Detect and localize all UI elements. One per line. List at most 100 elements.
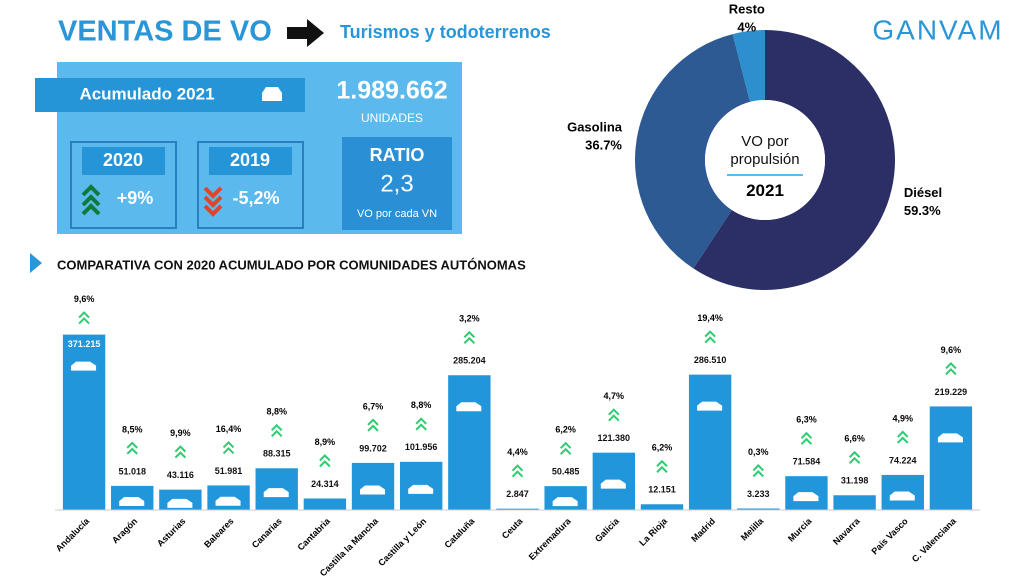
donut-hole <box>705 100 825 220</box>
car-icon <box>360 485 386 495</box>
kpi-total: 1.989.662 <box>336 77 447 105</box>
change-label: 9,9% <box>170 428 191 438</box>
donut-divider <box>727 174 803 176</box>
value-label: 71.584 <box>793 457 821 467</box>
change-label: 9,6% <box>74 294 95 304</box>
x-tick-label: Castilla y León <box>376 516 428 568</box>
change-label: 9,6% <box>941 345 962 355</box>
year-label: 2020 <box>103 150 143 170</box>
up-chevrons <box>752 464 764 478</box>
change-label: 19,4% <box>697 313 723 323</box>
car-icon <box>408 484 434 494</box>
car-icon <box>263 488 289 498</box>
year-tag <box>82 147 165 175</box>
x-tick-label: C. Valenciana <box>910 515 959 564</box>
slice-label: Diésel <box>904 185 942 200</box>
up-chevrons <box>78 311 90 325</box>
year-box <box>197 141 304 229</box>
slice-label: Gasolina <box>567 119 623 134</box>
x-tick-label: Melilla <box>739 515 766 542</box>
value-label: 51.981 <box>215 466 243 476</box>
x-tick-label: Asturias <box>155 516 188 549</box>
arrow-icon <box>287 19 324 47</box>
x-tick-label: Canarias <box>250 516 284 550</box>
subtitle: Turismos y todoterrenos <box>340 22 551 42</box>
car-icon <box>697 401 723 411</box>
ratio-note: VO por cada VN <box>357 208 437 220</box>
kpi-label: Acumulado 2021 <box>79 84 214 103</box>
change-label: 6,7% <box>363 401 384 411</box>
value-label: 88.315 <box>263 449 291 459</box>
car-icon <box>456 402 482 412</box>
section-title: COMPARATIVA CON 2020 ACUMULADO POR COMUN… <box>57 257 526 272</box>
up-chevrons <box>945 361 957 376</box>
change-label: 16,4% <box>216 424 242 434</box>
up-chevrons <box>415 417 427 431</box>
ratio-value: 2,3 <box>380 170 413 197</box>
ratio-box <box>342 137 452 230</box>
bar <box>929 406 973 510</box>
value-label: 31.198 <box>841 476 869 486</box>
value-label: 51.018 <box>118 466 146 476</box>
up-chevrons <box>174 445 187 459</box>
x-tick-label: Galicia <box>593 515 622 544</box>
up-chevrons <box>704 330 716 344</box>
change-label: 6,2% <box>652 443 673 453</box>
bar <box>303 498 347 510</box>
x-tick-label: País Vasco <box>870 516 911 557</box>
up-chevrons <box>271 423 283 437</box>
slice-value: 36.7% <box>585 137 622 152</box>
change: +9% <box>117 188 154 208</box>
year-tag <box>209 147 292 175</box>
car-icon <box>937 433 963 443</box>
car-icon <box>167 498 193 508</box>
change-label: 4,4% <box>507 447 528 457</box>
change-label: 0,3% <box>748 447 769 457</box>
year-label: 2019 <box>230 150 270 170</box>
value-label: 286.510 <box>694 355 727 365</box>
bar <box>688 374 732 510</box>
section-marker <box>30 253 42 273</box>
bar <box>496 508 539 510</box>
logo: GANVAM <box>872 14 1003 45</box>
car-icon <box>119 496 145 506</box>
bar <box>448 375 491 510</box>
x-tick-label: Cataluña <box>442 515 477 550</box>
value-label: 12.151 <box>648 485 676 495</box>
up-chevrons <box>559 441 572 455</box>
change-label: 6,6% <box>844 434 865 444</box>
kpi-unit: UNIDADES <box>361 111 423 125</box>
value-label: 121.380 <box>598 433 631 443</box>
title: VENTAS DE VO <box>58 16 272 48</box>
value-label: 50.485 <box>552 467 580 477</box>
bar <box>833 495 876 510</box>
up-chevrons <box>511 464 524 478</box>
value-label: 24.314 <box>311 479 339 489</box>
car-icon <box>600 479 626 489</box>
x-tick-label: Cantabria <box>296 515 333 552</box>
kpi-label-box <box>35 78 305 112</box>
value-label: 2.847 <box>506 489 529 499</box>
x-tick-label: Extremadura <box>527 515 574 562</box>
donut-slice <box>732 30 765 102</box>
slice-label: Resto <box>729 1 765 16</box>
up-chevrons <box>897 430 909 444</box>
value-label: 285.204 <box>453 356 486 366</box>
donut-title: VO por propulsión <box>730 133 800 168</box>
up-chevrons <box>81 184 101 216</box>
donut-slice <box>634 34 751 269</box>
down-chevrons <box>203 186 223 217</box>
up-chevrons <box>848 450 861 464</box>
slice-value: 59.3% <box>904 203 941 218</box>
x-tick-label: Madrid <box>689 516 717 544</box>
up-chevrons <box>367 418 379 432</box>
x-tick-label: Baleares <box>202 516 236 550</box>
change-label: 6,3% <box>796 415 817 425</box>
car-icon <box>262 87 282 101</box>
change-label: 8,9% <box>315 437 336 447</box>
value-label: 101.956 <box>405 442 438 452</box>
slice-value: 4% <box>737 19 756 34</box>
donut-subtitle: 2021 <box>746 181 784 200</box>
change-label: 3,2% <box>459 314 480 324</box>
